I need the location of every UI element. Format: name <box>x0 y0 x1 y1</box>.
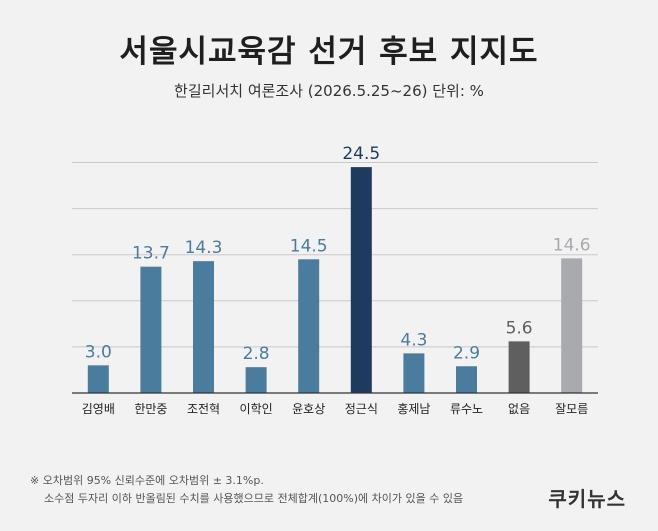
value-label: 13.7 <box>132 244 170 264</box>
bar-9 <box>508 341 530 393</box>
bar-2 <box>140 266 162 393</box>
category-label: 김영배 <box>82 402 115 416</box>
chart-subtitle: 한길리서치 여론조사 (2026.5.25~26) 단위: % <box>174 82 484 100</box>
bar-3 <box>193 261 214 393</box>
footnote-line-2: 소수점 두자리 이하 반올림된 수치를 사용했으므로 전체합계(100%)에 차… <box>44 492 464 505</box>
bar-4 <box>245 367 267 393</box>
footnote-line-1: ※ 오차범위 95% 신뢰수준에 오차범위 ± 3.1%p. <box>30 474 264 487</box>
category-label: 윤호상 <box>292 402 325 416</box>
bar-5 <box>298 259 320 393</box>
category-label: 이학인 <box>240 402 273 416</box>
bar-6 <box>350 167 372 393</box>
category-label: 한만중 <box>134 402 167 416</box>
value-label: 24.5 <box>342 144 380 164</box>
category-label: 잘모름 <box>555 402 588 416</box>
category-label: 홍제남 <box>397 402 430 416</box>
category-label: 정근식 <box>345 402 378 416</box>
bar-10 <box>561 258 583 393</box>
value-label: 14.3 <box>185 238 223 258</box>
footnote: ※ 오차범위 95% 신뢰수준에 오차범위 ± 3.1%p. 소수점 두자리 이… <box>30 472 570 508</box>
bar-chart: 3.0 김영배 13.7 한만중 14.3 조전혁 2.8 이학인 14.5 윤호상 24.5 정근식… <box>72 144 598 416</box>
value-label: 5.6 <box>506 318 533 338</box>
value-label: 2.8 <box>243 344 270 364</box>
category-label: 조전혁 <box>187 402 220 416</box>
publisher-logo: 쿠키뉴스 <box>548 487 626 511</box>
value-label: 4.3 <box>400 330 427 350</box>
value-label: 2.9 <box>453 343 480 363</box>
value-label: 14.5 <box>290 236 328 256</box>
category-label: 류수노 <box>450 402 483 416</box>
bar-8 <box>456 366 477 393</box>
bar-1 <box>87 365 109 393</box>
category-label: 없음 <box>508 402 530 416</box>
value-label: 14.6 <box>553 235 591 255</box>
bar-7 <box>403 353 425 393</box>
chart-title: 서울시교육감 선거 후보 지지도 <box>119 34 539 70</box>
value-label: 3.0 <box>85 342 112 362</box>
